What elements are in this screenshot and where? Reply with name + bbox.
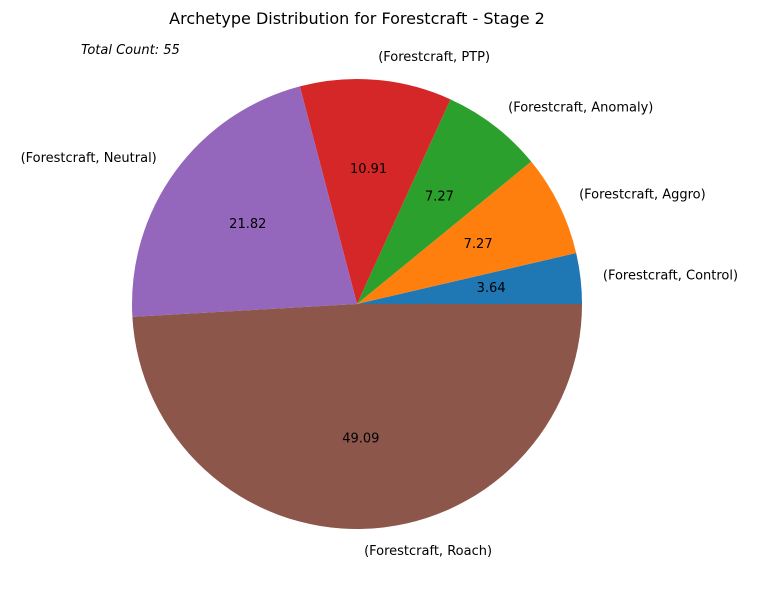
pie-slice <box>132 86 357 317</box>
chart-title: Archetype Distribution for Forestcraft -… <box>169 9 545 28</box>
total-count-annotation: Total Count: 55 <box>81 43 180 58</box>
slice-category-label: (Forestcraft, Roach) <box>364 544 492 559</box>
slice-value-label: 7.27 <box>425 190 454 205</box>
slice-category-label: (Forestcraft, Anomaly) <box>508 101 653 116</box>
pie-slice <box>357 161 577 304</box>
pie-slice <box>357 252 582 304</box>
slice-value-label: 10.91 <box>350 162 387 177</box>
slice-value-label: 49.09 <box>342 431 379 446</box>
slice-category-label: (Forestcraft, Control) <box>603 268 738 283</box>
category-labels: (Forestcraft, Control) (Forestcraft, Aggr… <box>21 50 739 559</box>
pie-slice <box>357 99 532 305</box>
percent-labels: 3.64 7.27 7.27 10.91 21.82 49.09 <box>229 162 505 446</box>
pie-slices <box>132 79 583 529</box>
slice-category-label: (Forestcraft, Aggro) <box>579 187 706 202</box>
slice-value-label: 21.82 <box>229 217 266 232</box>
slice-category-label: (Forestcraft, Neutral) <box>21 151 157 166</box>
pie-slice <box>299 79 451 305</box>
slice-value-label: 3.64 <box>477 281 506 296</box>
slice-value-label: 7.27 <box>464 237 493 252</box>
slice-category-label: (Forestcraft, PTP) <box>378 50 490 65</box>
pie-slice <box>132 304 583 529</box>
